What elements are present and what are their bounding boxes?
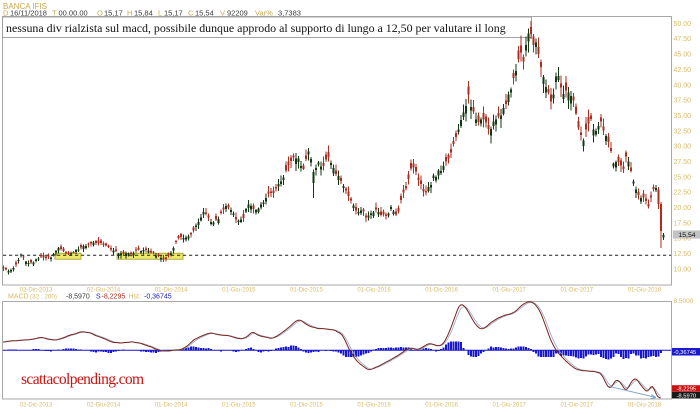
svg-text:3,7383: 3,7383 bbox=[278, 9, 301, 18]
svg-text:01-Giu-2016: 01-Giu-2016 bbox=[357, 287, 391, 293]
svg-text:15,17: 15,17 bbox=[104, 9, 123, 18]
svg-text:01-Dic-2014: 01-Dic-2014 bbox=[155, 287, 188, 293]
svg-text:01-Giu-2017: 01-Giu-2017 bbox=[493, 403, 527, 409]
svg-text:12.50: 12.50 bbox=[674, 251, 692, 258]
svg-text:35.00: 35.00 bbox=[674, 113, 692, 120]
svg-text:01-Dic-2015: 01-Dic-2015 bbox=[290, 287, 323, 293]
svg-text:20.00: 20.00 bbox=[674, 205, 692, 212]
svg-text:C: C bbox=[188, 9, 194, 18]
svg-text:(32 , 200): (32 , 200) bbox=[30, 294, 57, 301]
svg-text:Var%: Var% bbox=[255, 9, 273, 18]
svg-text:-0,36745: -0,36745 bbox=[673, 350, 696, 356]
svg-text:37.50: 37.50 bbox=[674, 98, 692, 105]
svg-text:nessuna div rialzista sul macd: nessuna div rialzista sul macd, possibil… bbox=[6, 21, 506, 35]
svg-text:01-Giu-2016: 01-Giu-2016 bbox=[357, 403, 391, 409]
svg-text:01-Dic-2014: 01-Dic-2014 bbox=[155, 403, 188, 409]
svg-text:01-Dic-2017: 01-Dic-2017 bbox=[560, 287, 593, 293]
svg-text:15,54: 15,54 bbox=[195, 9, 214, 18]
svg-text:42.50: 42.50 bbox=[674, 67, 692, 74]
svg-text:-8,2295: -8,2295 bbox=[102, 294, 126, 301]
svg-text:17.50: 17.50 bbox=[674, 220, 692, 227]
svg-text:01-Giu-2018: 01-Giu-2018 bbox=[628, 287, 662, 293]
svg-text:40.00: 40.00 bbox=[674, 82, 692, 89]
svg-text:D: D bbox=[3, 9, 9, 18]
svg-text:01-Dic-2016: 01-Dic-2016 bbox=[425, 403, 458, 409]
svg-text:15,17: 15,17 bbox=[164, 9, 183, 18]
svg-text:8.5000: 8.5000 bbox=[674, 298, 694, 305]
svg-text:01-Dic-2017: 01-Dic-2017 bbox=[560, 403, 593, 409]
svg-text:Hst:: Hst: bbox=[129, 294, 142, 301]
svg-text:L: L bbox=[158, 9, 162, 18]
svg-text:O: O bbox=[97, 9, 103, 18]
svg-text:scattacolpending.com: scattacolpending.com bbox=[21, 371, 144, 388]
svg-text:32.50: 32.50 bbox=[674, 128, 692, 135]
svg-text:MACD: MACD bbox=[8, 294, 29, 301]
svg-text:01-Giu-2015: 01-Giu-2015 bbox=[222, 403, 256, 409]
svg-text:45.00: 45.00 bbox=[674, 52, 692, 59]
svg-text:15,84: 15,84 bbox=[134, 9, 153, 18]
svg-text:01-Giu-2015: 01-Giu-2015 bbox=[222, 287, 256, 293]
svg-text:S: S bbox=[96, 294, 101, 301]
svg-text:-8,5970: -8,5970 bbox=[677, 393, 697, 399]
svg-text:T: T bbox=[52, 9, 57, 18]
svg-text:V: V bbox=[220, 9, 225, 18]
svg-text:02-Giu-2014: 02-Giu-2014 bbox=[87, 287, 121, 293]
svg-text:02-Dic-2013: 02-Dic-2013 bbox=[20, 287, 53, 293]
svg-text:22.50: 22.50 bbox=[674, 190, 692, 197]
svg-text:-0,36745: -0,36745 bbox=[144, 294, 172, 301]
svg-text:-8,2295: -8,2295 bbox=[677, 387, 697, 393]
svg-text:02-Dic-2013: 02-Dic-2013 bbox=[20, 403, 53, 409]
svg-text:15.00: 15.00 bbox=[674, 236, 692, 243]
svg-text:47.50: 47.50 bbox=[674, 36, 692, 43]
svg-text:01-Dic-2015: 01-Dic-2015 bbox=[290, 403, 323, 409]
svg-text:BANCA IFIS: BANCA IFIS bbox=[3, 2, 47, 11]
svg-text:01-Giu-2018: 01-Giu-2018 bbox=[628, 403, 662, 409]
svg-text:02-Giu-2014: 02-Giu-2014 bbox=[87, 403, 121, 409]
svg-text:00.00.00: 00.00.00 bbox=[59, 9, 88, 18]
svg-text:27.50: 27.50 bbox=[674, 159, 692, 166]
svg-text:50.00: 50.00 bbox=[674, 21, 692, 28]
svg-text:30.00: 30.00 bbox=[674, 144, 692, 151]
svg-text:25.00: 25.00 bbox=[674, 174, 692, 181]
svg-text:01-Giu-2017: 01-Giu-2017 bbox=[493, 287, 527, 293]
svg-text:01-Dic-2016: 01-Dic-2016 bbox=[425, 287, 458, 293]
svg-text:-8,5970: -8,5970 bbox=[66, 294, 90, 301]
svg-text:15,54: 15,54 bbox=[679, 232, 696, 239]
svg-text:H: H bbox=[127, 9, 132, 18]
svg-text:16/11/2018: 16/11/2018 bbox=[10, 9, 47, 18]
svg-text:92209: 92209 bbox=[227, 9, 248, 18]
svg-text:10.00: 10.00 bbox=[674, 266, 692, 273]
